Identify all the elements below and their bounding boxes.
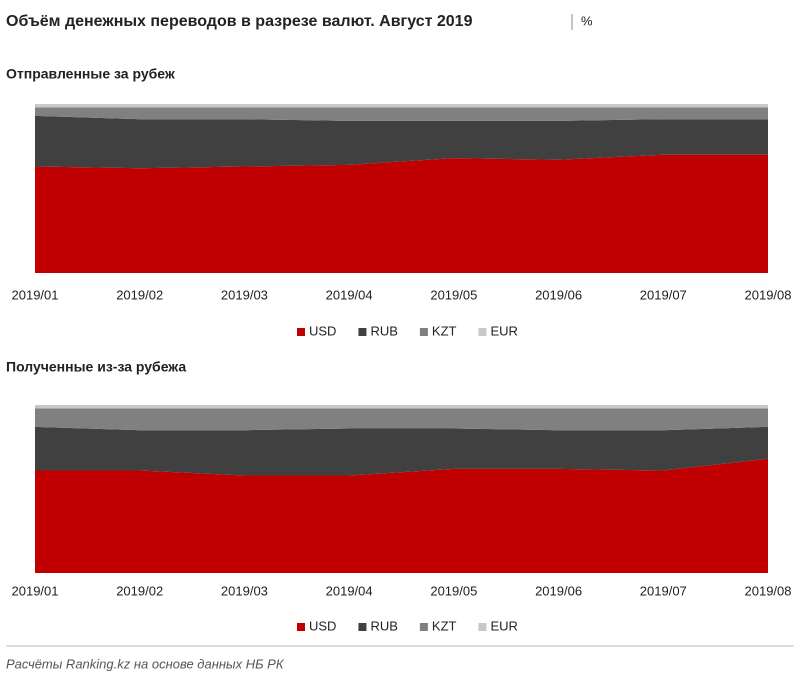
x-tick-label: 2019/03 bbox=[221, 287, 268, 302]
unit: % bbox=[581, 13, 593, 28]
chart-subtitle: Отправленные за рубеж bbox=[6, 66, 176, 82]
legend-label: RUB bbox=[370, 323, 397, 338]
x-tick-label: 2019/02 bbox=[116, 287, 163, 302]
chart-subtitle: Полученные из-за рубежа bbox=[6, 359, 186, 375]
area bbox=[35, 426, 768, 476]
x-tick-label: 2019/03 bbox=[221, 583, 268, 598]
legend-label: RUB bbox=[370, 618, 397, 633]
legend-label: KZT bbox=[432, 323, 457, 338]
source: Расчёты Ranking.kz на основе данных НБ Р… bbox=[6, 656, 285, 671]
legend-label: USD bbox=[309, 323, 336, 338]
legend-label: KZT bbox=[432, 618, 457, 633]
legend-swatch bbox=[297, 623, 305, 631]
legend-label: EUR bbox=[490, 618, 517, 633]
x-tick-label: 2019/06 bbox=[535, 583, 582, 598]
legend-label: EUR bbox=[490, 323, 517, 338]
area bbox=[35, 405, 768, 409]
area bbox=[35, 107, 768, 121]
x-tick-label: 2019/02 bbox=[116, 583, 163, 598]
x-tick-label: 2019/05 bbox=[430, 583, 477, 598]
x-tick-label: 2019/06 bbox=[535, 287, 582, 302]
legend-swatch bbox=[478, 328, 487, 336]
x-tick-label: 2019/07 bbox=[640, 583, 687, 598]
page-title: Объём денежных переводов в разрезе валют… bbox=[6, 13, 473, 30]
area bbox=[35, 458, 768, 573]
area bbox=[35, 408, 768, 431]
x-tick-label: 2019/04 bbox=[326, 287, 373, 302]
legend-swatch bbox=[419, 328, 428, 336]
x-tick-label: 2019/04 bbox=[326, 583, 373, 598]
x-tick-label: 2019/08 bbox=[745, 583, 792, 598]
x-tick-label: 2019/01 bbox=[12, 583, 59, 598]
x-tick-label: 2019/07 bbox=[640, 287, 687, 302]
legend-swatch bbox=[297, 328, 305, 336]
legend-swatch bbox=[478, 623, 487, 631]
legend-swatch bbox=[419, 623, 428, 631]
area bbox=[35, 154, 768, 273]
area bbox=[35, 115, 768, 169]
x-tick-label: 2019/05 bbox=[430, 287, 477, 302]
area bbox=[35, 104, 768, 108]
x-tick-label: 2019/01 bbox=[12, 287, 59, 302]
legend-label: USD bbox=[309, 618, 336, 633]
x-tick-label: 2019/08 bbox=[745, 287, 792, 302]
legend-swatch bbox=[358, 328, 367, 336]
legend-swatch bbox=[358, 623, 367, 631]
